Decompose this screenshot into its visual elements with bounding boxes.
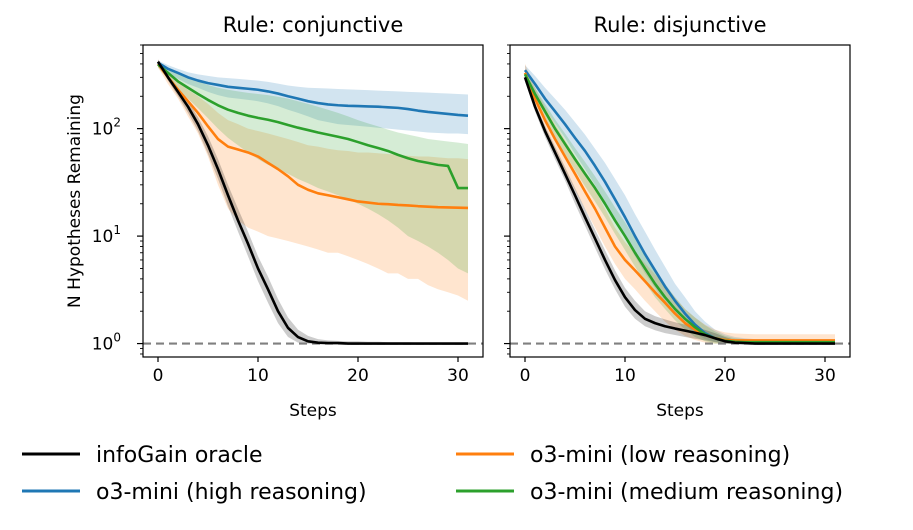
- plot-area: [143, 59, 483, 345]
- panel-title: Rule: conjunctive: [223, 13, 404, 37]
- band-o3-mini-high-reasoning-: [525, 65, 835, 344]
- plot-area: [510, 63, 850, 345]
- x-tick-label: 0: [520, 366, 531, 386]
- y-tick-label: 101: [92, 223, 121, 247]
- x-axis-label: Steps: [656, 401, 704, 421]
- legend-label-low: o3-mini (low reasoning): [530, 443, 790, 468]
- x-tick-label: 30: [447, 366, 469, 386]
- series-line-infogain-oracle: [523, 76, 835, 345]
- y-tick-label: 102: [92, 116, 121, 140]
- series-line-o3-mini-medium-reasoning-: [523, 73, 835, 344]
- x-tick-label: 30: [814, 366, 836, 386]
- x-tick-label: 20: [347, 366, 369, 386]
- legend-label-high: o3-mini (high reasoning): [96, 480, 367, 505]
- series-line-infogain-oracle: [156, 60, 468, 345]
- band-o3-mini-low-reasoning-: [158, 59, 468, 301]
- panel-title: Rule: disjunctive: [594, 13, 767, 37]
- series-line-o3-mini-low-reasoning-: [156, 63, 469, 210]
- y-tick-label: 100: [92, 331, 121, 355]
- x-tick-label: 10: [247, 366, 269, 386]
- series-line-o3-mini-high-reasoning-: [157, 61, 469, 117]
- axes-frame: [142, 44, 484, 358]
- series-line-o3-mini-low-reasoning-: [523, 72, 835, 342]
- x-axis-label: Steps: [289, 401, 337, 421]
- band-o3-mini-high-reasoning-: [158, 60, 468, 135]
- band-o3-mini-low-reasoning-: [525, 63, 835, 344]
- legend-label-infogain: infoGain oracle: [96, 443, 263, 468]
- legend: infoGain oracle o3-mini (low reasoning) …: [22, 443, 843, 505]
- panel-2: 0 10 20 30 Rule: disjunctive Steps: [504, 13, 851, 421]
- band-o3-mini-medium-reasoning-: [158, 61, 468, 274]
- x-tick-label: 20: [714, 366, 736, 386]
- series-line-o3-mini-medium-reasoning-: [157, 63, 468, 190]
- y-axis-label: N Hypotheses Remaining: [65, 94, 85, 308]
- axes-frame: [509, 44, 851, 358]
- x-tick-label: 0: [153, 366, 164, 386]
- x-tick-label: 10: [614, 366, 636, 386]
- legend-label-medium: o3-mini (medium reasoning): [530, 480, 843, 505]
- panel-1: 0 10 20 30 100 101 102 Rule: conjunctive Steps: [92, 13, 484, 421]
